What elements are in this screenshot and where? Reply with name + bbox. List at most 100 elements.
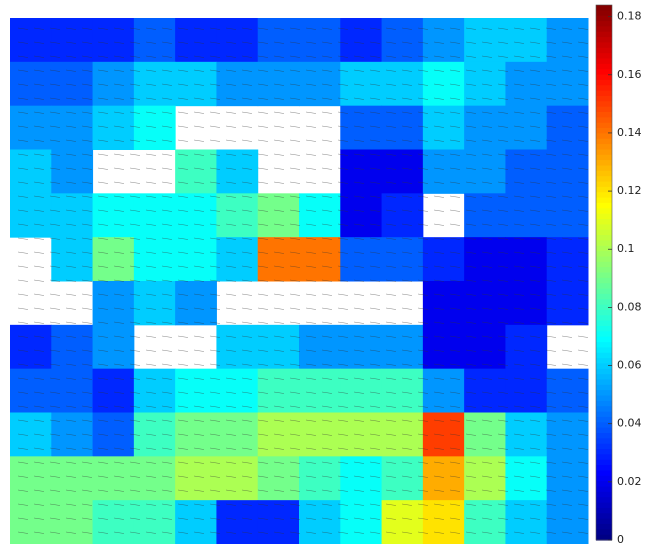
flow-arrow [209, 363, 221, 366]
flow-arrow [513, 69, 525, 72]
flow-arrow [529, 307, 541, 310]
flow-arrow [289, 419, 301, 422]
flow-arrow [97, 433, 109, 436]
colorbar-segment [596, 149, 612, 156]
flow-arrow [65, 489, 77, 492]
flow-arrow [353, 433, 365, 436]
flow-arrow [33, 139, 45, 142]
flow-arrow [145, 55, 157, 58]
flow-arrow [449, 461, 461, 464]
colorbar-segment [596, 5, 612, 11]
flow-arrow [369, 237, 381, 240]
colorbar-segment [596, 470, 612, 477]
flow-arrow [113, 181, 125, 184]
flow-arrow [177, 489, 189, 492]
flow-arrow [497, 419, 509, 422]
flow-arrow [449, 377, 461, 380]
flow-arrow [225, 447, 237, 450]
flow-arrow [81, 153, 93, 156]
flow-arrow [353, 251, 365, 254]
flow-arrow [17, 349, 29, 352]
flow-arrow [161, 531, 173, 534]
flow-arrow [257, 489, 269, 492]
flow-arrow [177, 167, 189, 170]
flow-arrow [257, 531, 269, 534]
flow-arrow [241, 97, 253, 100]
flow-arrow [65, 279, 77, 282]
colorbar-segment [596, 459, 612, 466]
flow-arrow [289, 279, 301, 282]
flow-arrow [209, 69, 221, 72]
flow-arrow [33, 503, 45, 506]
flow-arrow [497, 97, 509, 100]
flow-arrow [161, 461, 173, 464]
flow-arrow [449, 517, 461, 520]
flow-arrow [305, 517, 317, 520]
flow-arrow [161, 83, 173, 86]
flow-arrow [385, 447, 397, 450]
colorbar-segment [596, 283, 612, 290]
flow-arrow [465, 55, 477, 58]
flow-arrow [65, 307, 77, 310]
flow-arrow [321, 111, 333, 114]
heatmap-cell [340, 500, 383, 544]
flow-arrow [305, 97, 317, 100]
flow-arrow [337, 55, 349, 58]
flow-arrow [321, 139, 333, 142]
flow-arrow [545, 489, 557, 492]
flow-arrow [145, 517, 157, 520]
flow-arrow [145, 531, 157, 534]
heatmap-cell [51, 105, 94, 150]
flow-arrow [241, 461, 253, 464]
colorbar-segment [596, 58, 612, 65]
flow-arrow [465, 69, 477, 72]
flow-arrow [465, 349, 477, 352]
flow-arrow [145, 349, 157, 352]
flow-arrow [65, 195, 77, 198]
flow-arrow [577, 209, 589, 212]
flow-arrow [321, 265, 333, 268]
flow-arrow [481, 335, 493, 338]
flow-arrow [433, 447, 445, 450]
flow-arrow [497, 223, 509, 226]
flow-arrow [257, 363, 269, 366]
flow-arrow [465, 97, 477, 100]
flow-arrow [513, 223, 525, 226]
flow-arrow [289, 195, 301, 198]
colorbar-segment [596, 497, 612, 504]
flow-arrow [129, 419, 141, 422]
flow-arrow [561, 307, 573, 310]
flow-arrow [577, 237, 589, 240]
heatmap-cell [422, 500, 465, 544]
flow-arrow [129, 335, 141, 338]
flow-arrow [577, 349, 589, 352]
flow-arrow [17, 195, 29, 198]
flow-arrow [193, 293, 205, 296]
colorbar-segment [596, 21, 612, 27]
flow-arrow [529, 391, 541, 394]
flow-arrow [545, 531, 557, 534]
flow-arrow [577, 69, 589, 72]
flow-arrow [529, 475, 541, 478]
heatmap-cell [464, 456, 506, 501]
flow-arrow [113, 265, 125, 268]
flow-arrow [33, 293, 45, 296]
flow-arrow [513, 503, 525, 506]
flow-arrow [401, 69, 413, 72]
flow-arrow [273, 419, 285, 422]
flow-arrow [545, 475, 557, 478]
flow-arrow [497, 433, 509, 436]
flow-arrow [177, 125, 189, 128]
flow-arrow [113, 363, 125, 366]
flow-arrow [337, 209, 349, 212]
flow-arrow [257, 139, 269, 142]
flow-arrow [561, 55, 573, 58]
flow-arrow [449, 503, 461, 506]
flow-arrow [545, 167, 557, 170]
flow-arrow [465, 251, 477, 254]
flow-arrow [369, 531, 381, 534]
heatmap-cell [51, 324, 94, 370]
flow-arrow [129, 167, 141, 170]
colorbar-segment [596, 85, 612, 92]
flow-arrow [513, 419, 525, 422]
